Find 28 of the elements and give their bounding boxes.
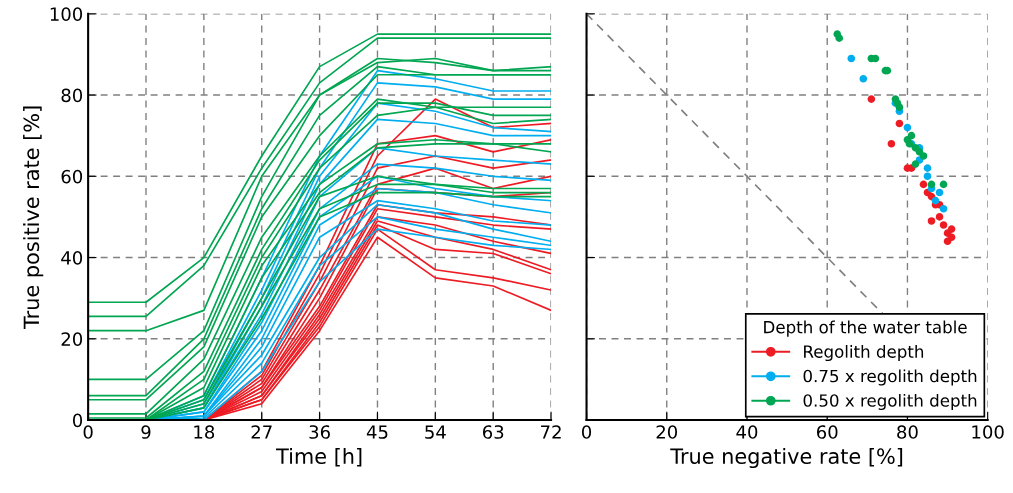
y-axis-title: True positive rate [%] [23, 106, 44, 330]
x-tick-label: 27 [251, 425, 272, 439]
x-tick-label: 20 [656, 425, 678, 439]
legend-label: 0.75 x regolith depth [803, 369, 977, 386]
x-tick-label: 72 [541, 425, 561, 439]
x-tick-label: 54 [425, 425, 446, 439]
x-tick-label: 60 [816, 425, 838, 439]
x-axis-title: True negative rate [%] [670, 447, 903, 469]
legend-title: Depth of the water table [764, 320, 967, 337]
x-tick-label: 36 [309, 425, 330, 439]
x-tick-label: 9 [141, 425, 151, 439]
y-tick-label: 20 [61, 332, 83, 346]
x-axis-title: Time [h] [276, 447, 362, 467]
x-tick-label: 0 [581, 425, 592, 439]
x-tick-label: 0 [83, 425, 93, 439]
y-tick-label: 100 [50, 7, 83, 21]
legend-label: 0.50 x regolith depth [803, 393, 977, 411]
x-tick-label: 18 [194, 425, 215, 439]
x-tick-label: 100 [972, 425, 1004, 439]
x-tick-label: 45 [366, 425, 388, 439]
y-tick-label: 0 [72, 413, 83, 428]
x-tick-label: 40 [736, 425, 758, 439]
y-tick-label: 60 [61, 169, 83, 184]
y-tick-label: 40 [61, 251, 83, 265]
legend-label: Regolith depth [804, 344, 924, 362]
x-tick-label: 80 [897, 425, 918, 439]
y-tick-label: 80 [61, 88, 83, 103]
x-tick-label: 63 [482, 425, 504, 439]
